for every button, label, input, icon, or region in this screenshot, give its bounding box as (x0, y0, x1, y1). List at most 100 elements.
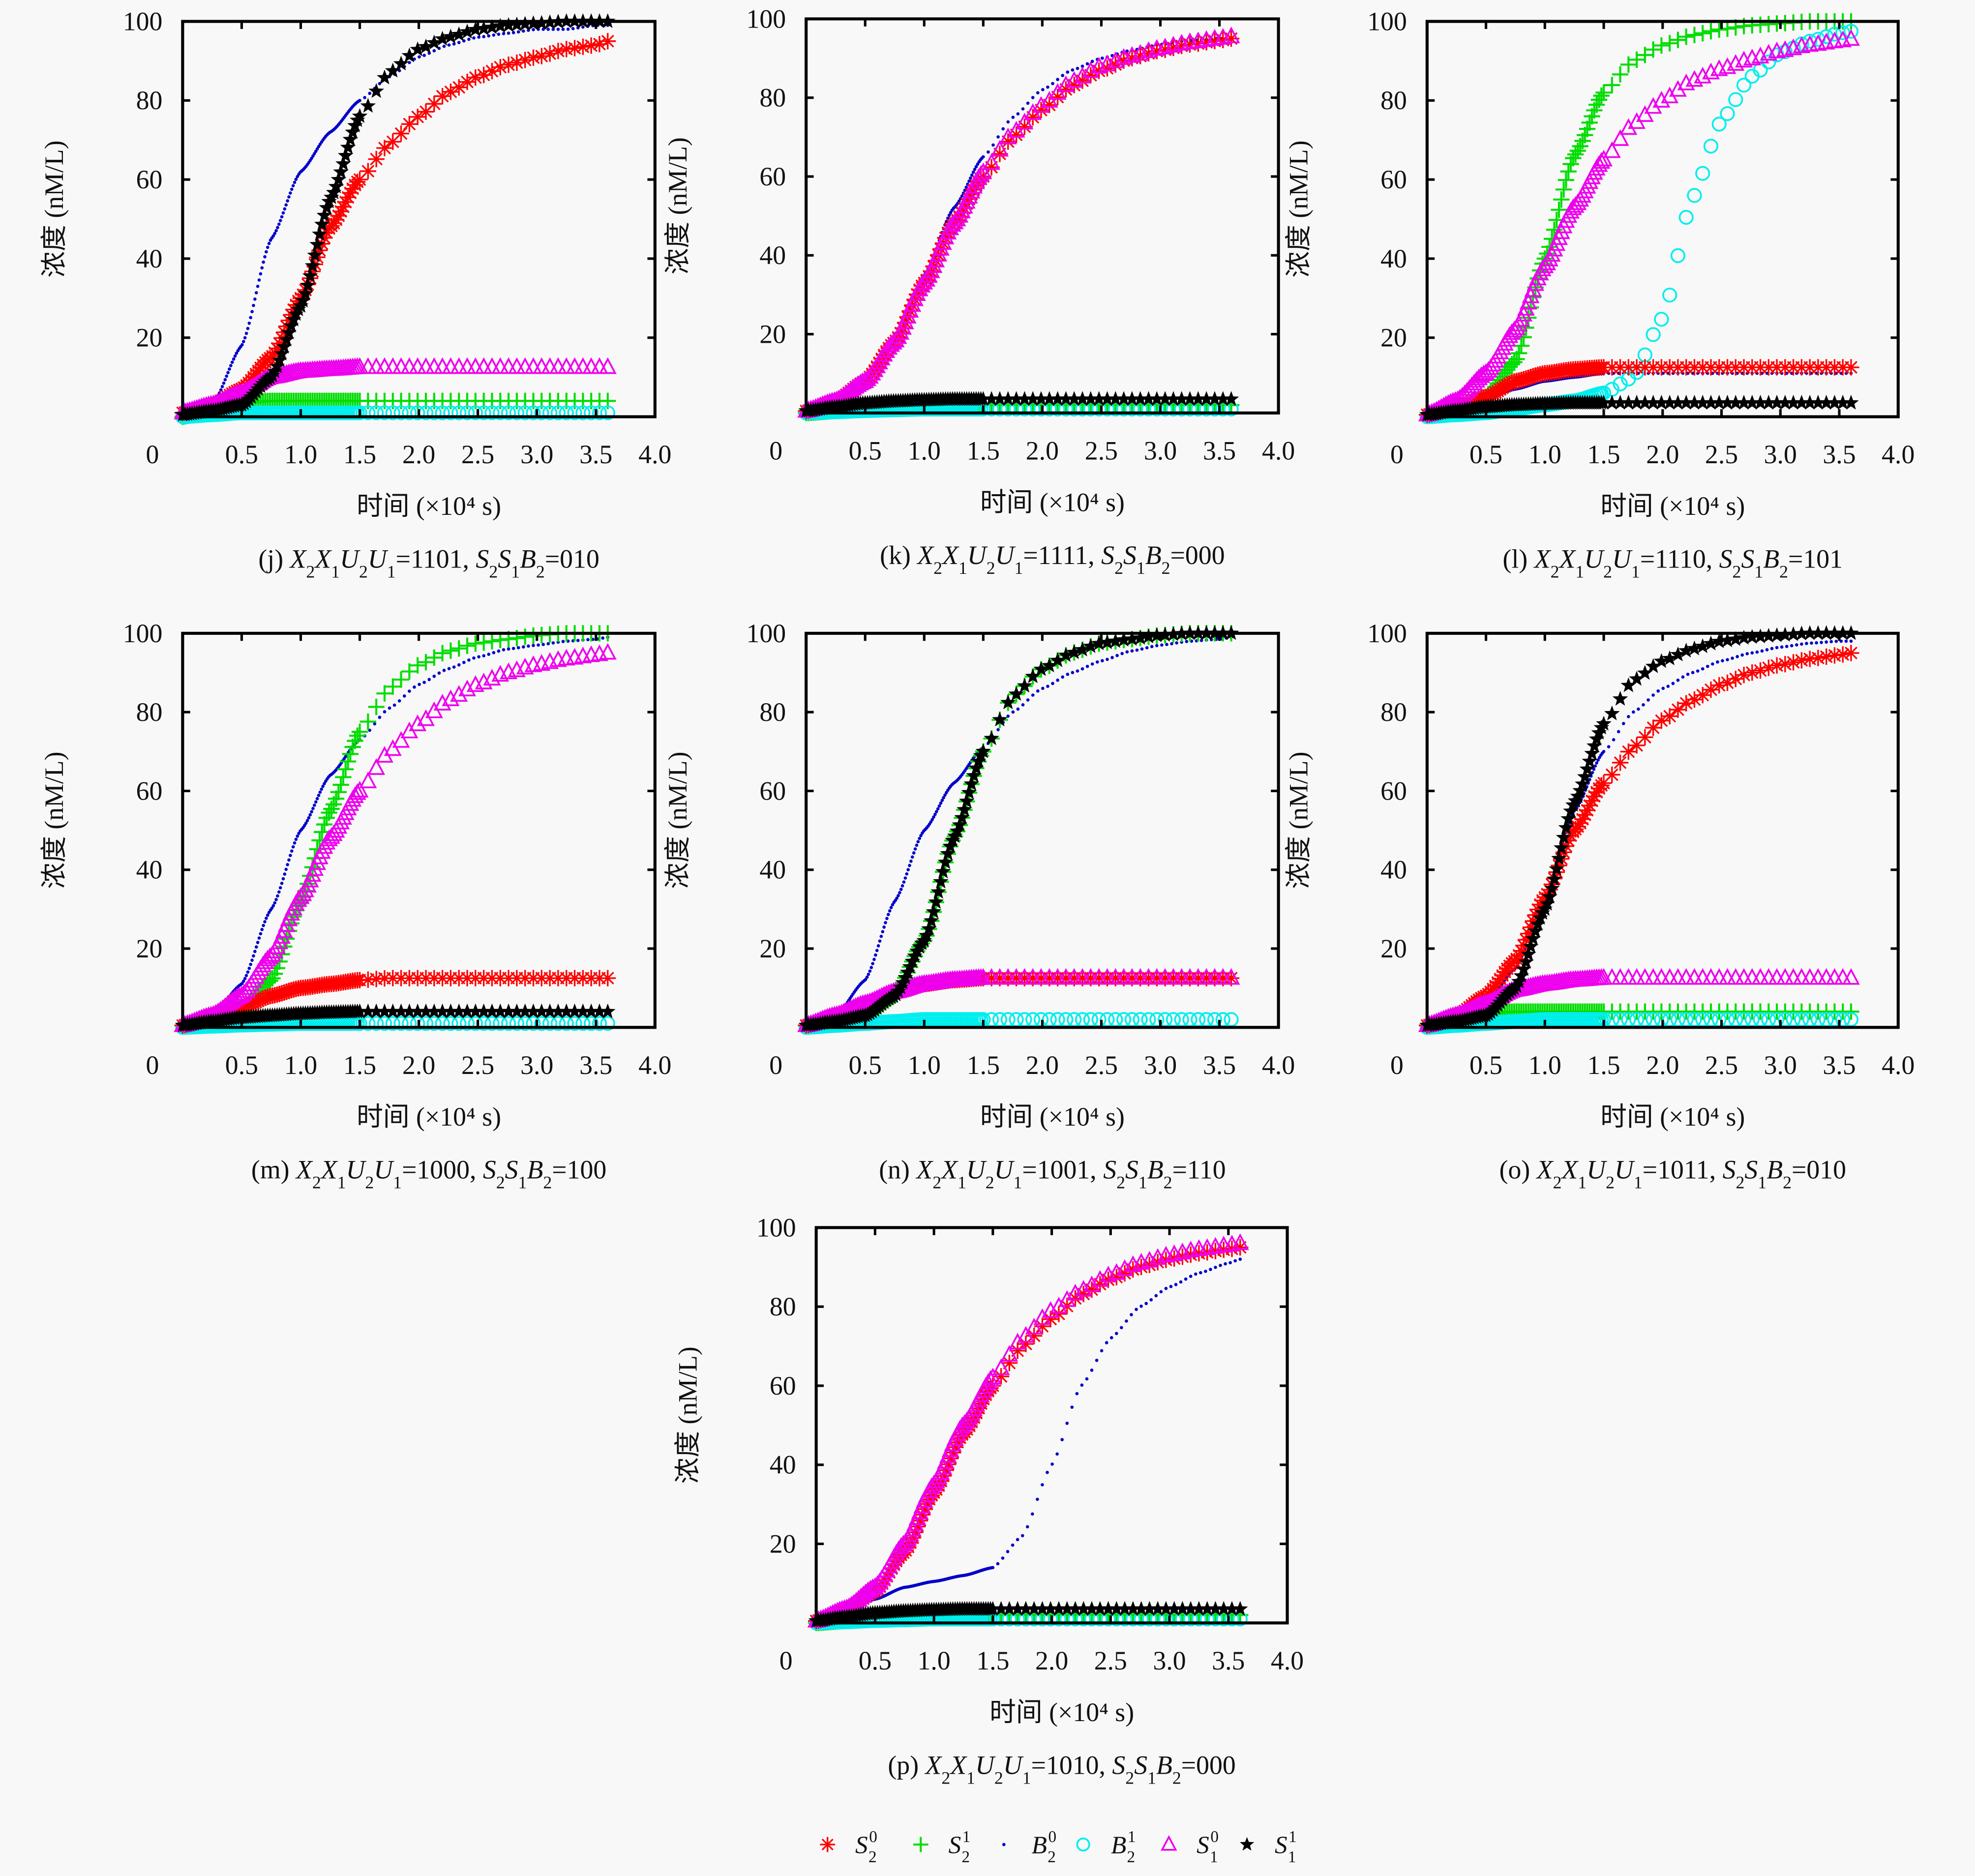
marker-dot (1829, 640, 1833, 644)
marker-dot (1681, 675, 1685, 679)
marker-plus (332, 776, 349, 793)
caption-variable: S (1723, 1155, 1736, 1185)
marker-dot (294, 178, 298, 181)
x-tick-label: 3.5 (1823, 440, 1855, 469)
caption-subscript: 1 (1634, 1173, 1643, 1192)
caption-variable: X (940, 1155, 958, 1185)
marker-dot (912, 851, 916, 855)
marker-dot (1174, 1282, 1178, 1286)
marker-dot (314, 149, 318, 153)
y-tick-label: 40 (1380, 855, 1407, 885)
marker-star (345, 124, 360, 139)
caption-text: = (1792, 1155, 1806, 1185)
marker-dot (263, 920, 267, 923)
marker-circle (410, 405, 425, 420)
marker-dot (1755, 650, 1759, 654)
marker-asterisk (1637, 729, 1653, 745)
marker-plus (392, 671, 410, 688)
marker-dot (1125, 1319, 1128, 1323)
marker-circle (377, 405, 392, 420)
y-axis-title: 浓度 (nM/L) (663, 137, 692, 274)
caption-variable: X (1561, 1155, 1579, 1185)
marker-dot (291, 845, 295, 849)
marker-dot (601, 636, 605, 640)
marker-dot (1632, 710, 1635, 714)
marker-star (377, 69, 392, 85)
marker-dot (418, 683, 421, 686)
marker-dot (492, 33, 496, 37)
marker-dot (1721, 659, 1724, 663)
marker-dot (1140, 647, 1144, 651)
caption-variable: X (915, 1155, 933, 1185)
marker-circle (1670, 248, 1686, 263)
marker-plus (1506, 354, 1523, 371)
caption-subscript: 2 (496, 1173, 505, 1192)
marker-dot (1130, 1313, 1133, 1316)
marker-plus (376, 685, 393, 702)
marker-asterisk (558, 41, 575, 58)
caption-text: 110 (1187, 1155, 1226, 1185)
caption-subscript: 2 (543, 1173, 552, 1192)
marker-circle (426, 405, 442, 420)
marker-dot (271, 904, 275, 908)
marker-dot (1805, 642, 1808, 645)
marker-dot (1175, 641, 1178, 645)
x-tick-label: 2.0 (1646, 440, 1679, 469)
marker-dot (1736, 655, 1739, 658)
marker-star (426, 34, 442, 50)
marker-dot (867, 973, 870, 976)
marker-asterisk (376, 140, 393, 156)
marker-asterisk (1810, 650, 1826, 666)
marker-dot (1825, 640, 1828, 644)
marker-dot (280, 882, 284, 885)
y-tick-label: 40 (1380, 244, 1407, 273)
marker-dot (482, 35, 485, 38)
marker-dot (293, 180, 297, 184)
marker-triangle (359, 772, 377, 789)
marker-asterisk (1686, 691, 1703, 708)
marker-dot (240, 343, 244, 347)
marker-dot (1041, 88, 1045, 91)
marker-plus (1703, 23, 1719, 40)
caption-variable: S (505, 1155, 518, 1185)
caption-text: = (1788, 544, 1803, 574)
marker-dot (1085, 1377, 1089, 1381)
x-tick-label: 1.0 (1528, 1050, 1561, 1080)
x-tick-label: 0.5 (225, 440, 258, 469)
marker-plus (1553, 191, 1570, 208)
marker-star (328, 179, 344, 194)
y-tick-label: 80 (1380, 86, 1407, 115)
marker-dot (556, 28, 560, 31)
marker-dot (905, 872, 909, 876)
marker-plus (385, 678, 401, 695)
marker-dot (1790, 644, 1794, 648)
marker-dot (1076, 66, 1079, 70)
y-axis-title: 浓度 (nM/L) (39, 751, 69, 889)
x-tick-label: 2.5 (1705, 440, 1738, 469)
marker-plus (1557, 172, 1575, 188)
marker-dot (1233, 1259, 1237, 1263)
marker-dot (1716, 660, 1719, 664)
marker-dot (1691, 671, 1695, 675)
marker-asterisk (1826, 647, 1843, 664)
marker-dot (991, 143, 995, 147)
caption-text: 1101 (411, 544, 463, 574)
caption-subscript: 2 (932, 1173, 941, 1192)
marker-dot (1686, 672, 1690, 676)
caption-subscript: 2 (933, 558, 942, 578)
marker-plus (1593, 87, 1610, 104)
marker-dot (1795, 643, 1798, 647)
caption-variable: S (1103, 1155, 1116, 1185)
marker-dot (566, 28, 570, 31)
caption-text: , (1706, 544, 1719, 574)
marker-dot (906, 868, 910, 871)
caption-subscript: 2 (1116, 1173, 1125, 1192)
marker-star (276, 338, 292, 354)
marker-dot (397, 699, 401, 703)
marker-asterisk (1843, 645, 1859, 661)
marker-star (368, 83, 384, 98)
marker-plus (1612, 66, 1629, 83)
marker-dot (253, 297, 257, 301)
marker-circle (575, 405, 591, 420)
